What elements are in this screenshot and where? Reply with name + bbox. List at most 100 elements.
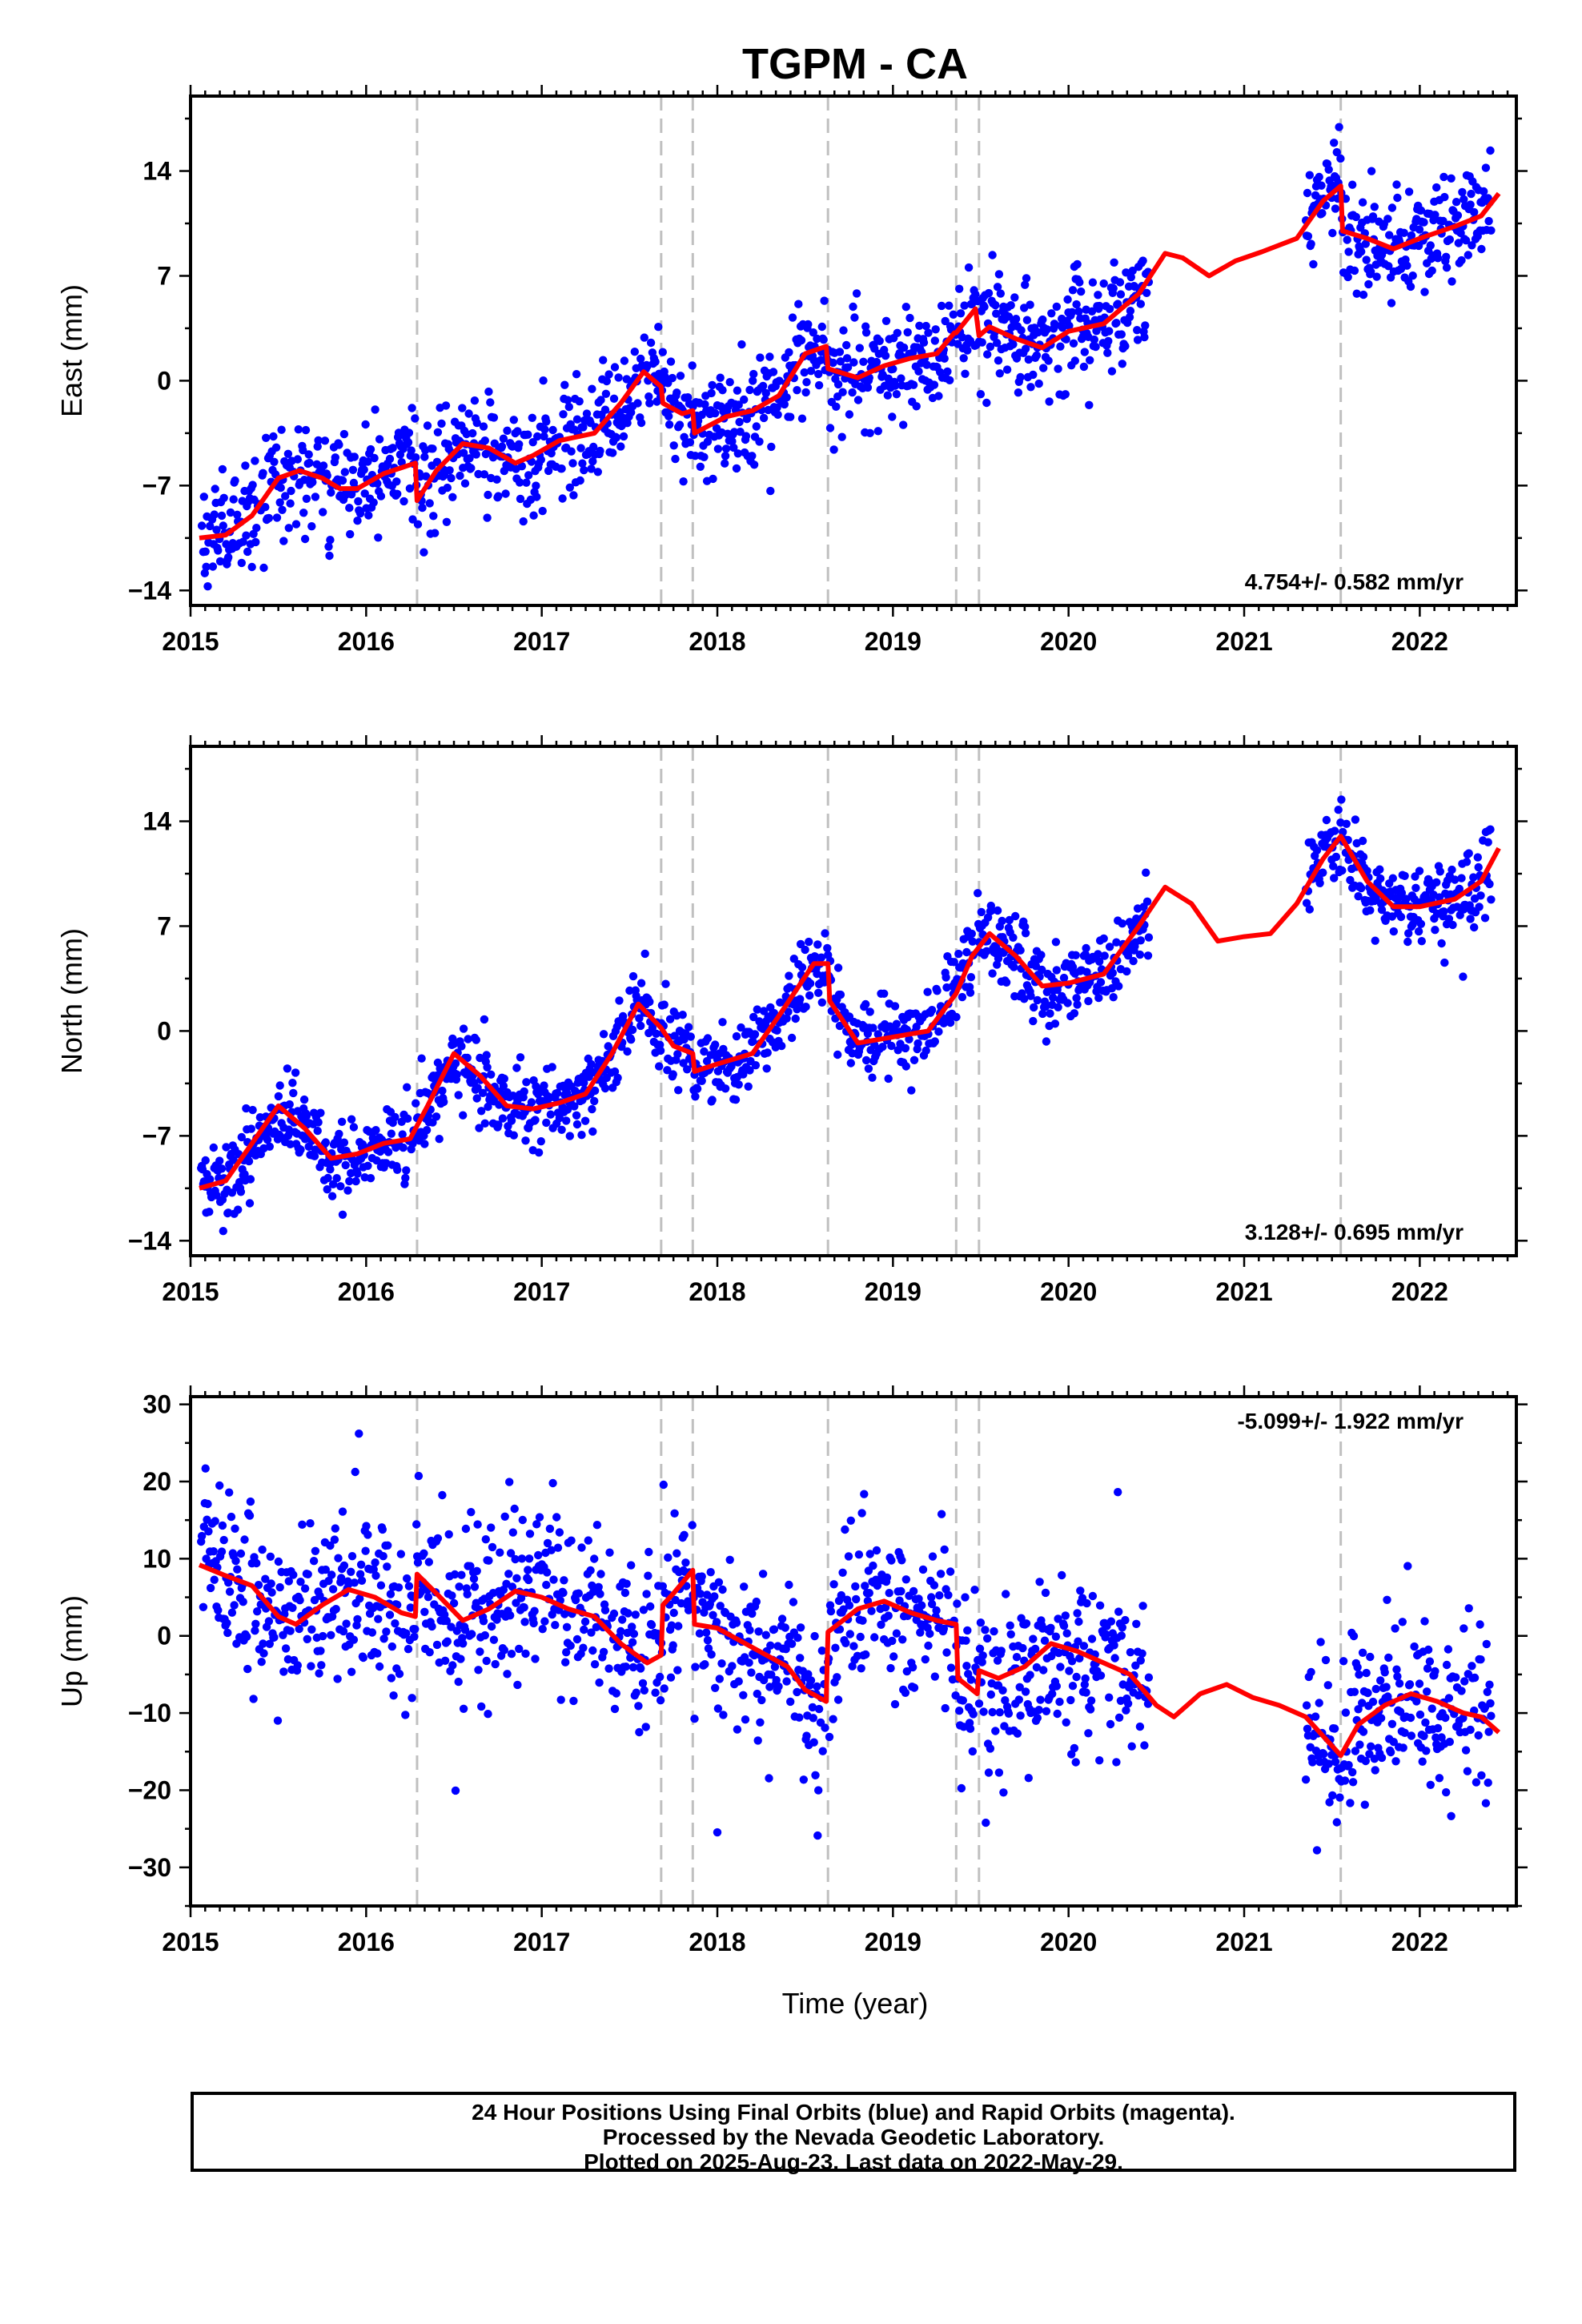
up-data-point xyxy=(306,1519,315,1528)
footer-line-1: 24 Hour Positions Using Final Orbits (bl… xyxy=(472,2100,1235,2125)
up-data-point xyxy=(491,1659,500,1669)
north-data-point xyxy=(345,1176,354,1186)
east-data-point xyxy=(1447,174,1456,183)
north-data-point xyxy=(371,1126,380,1135)
up-data-point xyxy=(986,1690,996,1699)
up-data-point xyxy=(664,1553,673,1562)
up-data-point xyxy=(1073,1609,1082,1618)
up-data-point xyxy=(507,1650,516,1659)
north-data-point xyxy=(1455,884,1464,894)
north-data-point xyxy=(660,1000,669,1009)
north-data-point xyxy=(234,1205,243,1214)
east-data-point xyxy=(630,348,639,356)
up-data-point xyxy=(566,1641,575,1651)
east-data-point xyxy=(1052,302,1062,312)
north-data-point xyxy=(1315,879,1324,888)
up-data-point xyxy=(515,1644,524,1654)
north-data-point xyxy=(1440,958,1449,967)
up-data-point xyxy=(935,1591,944,1600)
east-data-point xyxy=(226,508,235,517)
east-data-point xyxy=(665,412,673,420)
up-data-point xyxy=(395,1670,404,1679)
up-data-point xyxy=(1123,1699,1133,1708)
north-data-point xyxy=(805,991,814,1000)
north-data-point xyxy=(927,1006,937,1015)
east-data-point xyxy=(733,386,742,395)
north-data-point xyxy=(332,1174,341,1183)
up-data-point xyxy=(854,1550,864,1559)
up-data-point xyxy=(1339,1657,1348,1666)
up-data-point xyxy=(1476,1620,1484,1629)
east-data-point xyxy=(279,537,288,545)
up-data-point xyxy=(321,1565,330,1574)
east-data-point xyxy=(806,367,816,376)
east-data-point xyxy=(721,452,730,460)
north-data-point xyxy=(873,1030,883,1039)
up-data-point xyxy=(1464,1604,1473,1613)
north-data-point xyxy=(1466,915,1475,923)
up-data-point xyxy=(839,1605,848,1614)
north-data-point xyxy=(750,1030,760,1039)
up-data-point xyxy=(681,1558,690,1567)
up-data-point xyxy=(656,1696,665,1705)
north-x-tick-label: 2021 xyxy=(1215,1277,1272,1306)
east-data-point xyxy=(283,449,293,458)
east-data-point xyxy=(563,396,572,404)
east-data-point xyxy=(480,436,489,445)
up-data-point xyxy=(711,1683,720,1692)
up-data-point xyxy=(634,1702,643,1711)
up-data-point xyxy=(590,1554,599,1563)
up-data-point xyxy=(890,1699,900,1709)
north-data-point xyxy=(588,1127,597,1136)
up-data-point xyxy=(1001,1696,1010,1705)
up-data-point xyxy=(1393,1672,1402,1681)
north-data-point xyxy=(402,1166,411,1175)
north-data-point xyxy=(1484,838,1492,846)
up-data-point xyxy=(1443,1645,1453,1654)
up-data-point xyxy=(1302,1701,1311,1710)
up-data-point xyxy=(375,1662,384,1671)
north-data-point xyxy=(480,1119,489,1128)
up-data-point xyxy=(937,1510,946,1518)
east-data-point xyxy=(873,427,883,436)
east-data-point xyxy=(251,456,259,465)
up-data-point xyxy=(1131,1661,1140,1670)
up-data-point xyxy=(245,1511,255,1520)
up-data-point xyxy=(881,1603,890,1612)
north-data-point xyxy=(636,1021,645,1031)
up-data-point xyxy=(510,1504,519,1514)
east-data-point xyxy=(320,436,330,445)
up-data-point xyxy=(697,1572,706,1581)
east-data-point xyxy=(211,485,219,493)
east-data-point xyxy=(718,386,727,395)
east-data-point xyxy=(1107,367,1117,376)
up-data-point xyxy=(545,1524,555,1534)
north-data-point xyxy=(242,1104,251,1113)
east-data-point xyxy=(532,481,540,490)
north-data-point xyxy=(265,1142,274,1152)
up-data-point xyxy=(1383,1692,1392,1701)
north-data-point xyxy=(1142,897,1152,907)
east-data-point xyxy=(300,534,310,544)
up-data-point xyxy=(1477,1771,1486,1780)
north-x-tick-label: 2019 xyxy=(865,1277,921,1306)
up-data-point xyxy=(330,1535,339,1544)
east-data-point xyxy=(1332,147,1342,157)
north-data-point xyxy=(744,1082,753,1092)
east-data-point xyxy=(539,376,548,385)
east-data-point xyxy=(725,378,734,387)
up-data-point xyxy=(1344,1760,1353,1770)
north-data-point xyxy=(1439,907,1448,916)
east-data-point xyxy=(540,432,548,441)
north-data-point xyxy=(285,1100,294,1109)
north-data-point xyxy=(459,1111,468,1120)
up-data-point xyxy=(385,1610,395,1619)
up-data-point xyxy=(1087,1634,1097,1643)
north-data-point xyxy=(557,1125,566,1135)
up-data-point xyxy=(204,1527,213,1536)
east-data-point xyxy=(248,480,257,489)
east-data-point xyxy=(976,390,986,399)
up-data-point xyxy=(1106,1719,1115,1729)
north-data-point xyxy=(1096,978,1106,987)
north-data-point xyxy=(1020,995,1029,1003)
